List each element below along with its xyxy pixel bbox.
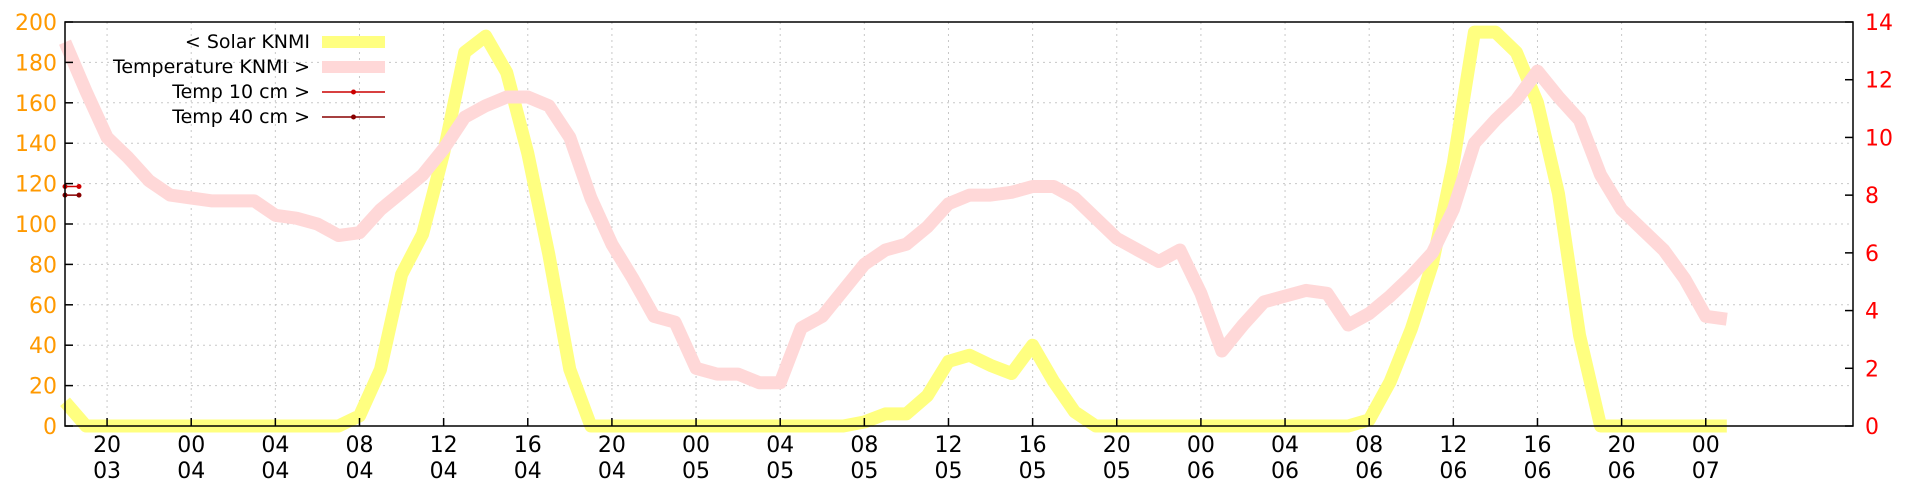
x-tick-time: 20 xyxy=(1103,433,1131,458)
x-tick-time: 20 xyxy=(1608,433,1636,458)
right-axis: 0 2 4 6 8 10 12 14 xyxy=(1845,11,1893,440)
x-tick-day: 04 xyxy=(177,459,205,480)
right-tick-label: 2 xyxy=(1865,357,1879,382)
x-tick-day: 04 xyxy=(345,459,373,480)
right-tick-label: 0 xyxy=(1865,415,1879,440)
legend-label: Temperature KNMI > xyxy=(112,56,310,78)
legend-swatch-dot xyxy=(351,89,356,95)
x-tick-time: 08 xyxy=(345,433,373,458)
left-tick-label: 20 xyxy=(29,375,57,400)
x-tick-day: 06 xyxy=(1271,459,1299,480)
x-tick-day: 06 xyxy=(1187,459,1215,480)
legend-label: Temp 40 cm > xyxy=(171,106,310,128)
right-tick-label: 10 xyxy=(1865,126,1893,151)
x-tick-time: 04 xyxy=(766,433,794,458)
right-tick-label: 8 xyxy=(1865,184,1879,209)
left-tick-label: 120 xyxy=(15,173,57,198)
x-tick-day: 06 xyxy=(1523,459,1551,480)
left-tick-label: 140 xyxy=(15,132,57,157)
left-tick-label: 180 xyxy=(15,51,57,76)
series-line-temperature-knmi xyxy=(59,39,1728,390)
right-tick-label: 12 xyxy=(1865,69,1893,94)
x-tick-day: 04 xyxy=(598,459,626,480)
x-tick-time: 20 xyxy=(93,433,121,458)
x-tick-day: 06 xyxy=(1355,459,1383,480)
x-tick-time: 00 xyxy=(177,433,205,458)
x-tick-day: 06 xyxy=(1608,459,1636,480)
x-tick-time: 04 xyxy=(1271,433,1299,458)
left-tick-label: 80 xyxy=(29,253,57,278)
right-tick-label: 4 xyxy=(1865,300,1879,325)
x-tick-day: 04 xyxy=(514,459,542,480)
legend-swatch-dot xyxy=(351,114,356,120)
x-tick-time: 12 xyxy=(934,433,962,458)
x-tick-time: 08 xyxy=(1355,433,1383,458)
x-tick-day: 03 xyxy=(93,459,121,480)
x-tick-time: 00 xyxy=(682,433,710,458)
legend-label: < Solar KNMI xyxy=(185,31,310,53)
series-point-temp-10-cm xyxy=(76,183,82,189)
x-axis: 2003000404040804120416042004000504050805… xyxy=(93,418,1720,480)
x-tick-day: 05 xyxy=(1103,459,1131,480)
x-tick-day: 07 xyxy=(1692,459,1720,480)
x-tick-time: 16 xyxy=(514,433,542,458)
x-tick-time: 20 xyxy=(598,433,626,458)
x-tick-time: 08 xyxy=(850,433,878,458)
x-tick-day: 04 xyxy=(261,459,289,480)
left-axis: 0 20 40 60 80 100 120 140 160 180 200 xyxy=(15,11,73,440)
x-tick-time: 12 xyxy=(1439,433,1467,458)
x-tick-time: 00 xyxy=(1187,433,1215,458)
legend: < Solar KNMI Temperature KNMI > Temp 10 cm… xyxy=(112,31,385,128)
x-tick-day: 05 xyxy=(934,459,962,480)
x-tick-time: 12 xyxy=(430,433,458,458)
x-tick-time: 16 xyxy=(1019,433,1047,458)
x-tick-time: 04 xyxy=(261,433,289,458)
left-tick-label: 0 xyxy=(43,415,57,440)
left-tick-label: 160 xyxy=(15,92,57,117)
right-tick-label: 6 xyxy=(1865,242,1879,267)
x-tick-time: 00 xyxy=(1692,433,1720,458)
x-tick-day: 04 xyxy=(430,459,458,480)
x-tick-day: 05 xyxy=(682,459,710,480)
series-layer xyxy=(59,25,1728,433)
left-tick-label: 60 xyxy=(29,294,57,319)
right-tick-label: 14 xyxy=(1865,11,1893,36)
left-tick-label: 200 xyxy=(15,11,57,36)
x-tick-time: 16 xyxy=(1523,433,1551,458)
series-point-temp-40-cm xyxy=(76,192,82,198)
x-tick-day: 05 xyxy=(850,459,878,480)
x-tick-day: 06 xyxy=(1439,459,1467,480)
legend-label: Temp 10 cm > xyxy=(171,81,310,103)
left-tick-label: 40 xyxy=(29,334,57,359)
x-tick-day: 05 xyxy=(766,459,794,480)
series-line-solar-knmi xyxy=(60,25,1727,433)
x-tick-day: 05 xyxy=(1019,459,1047,480)
left-tick-label: 100 xyxy=(15,213,57,238)
